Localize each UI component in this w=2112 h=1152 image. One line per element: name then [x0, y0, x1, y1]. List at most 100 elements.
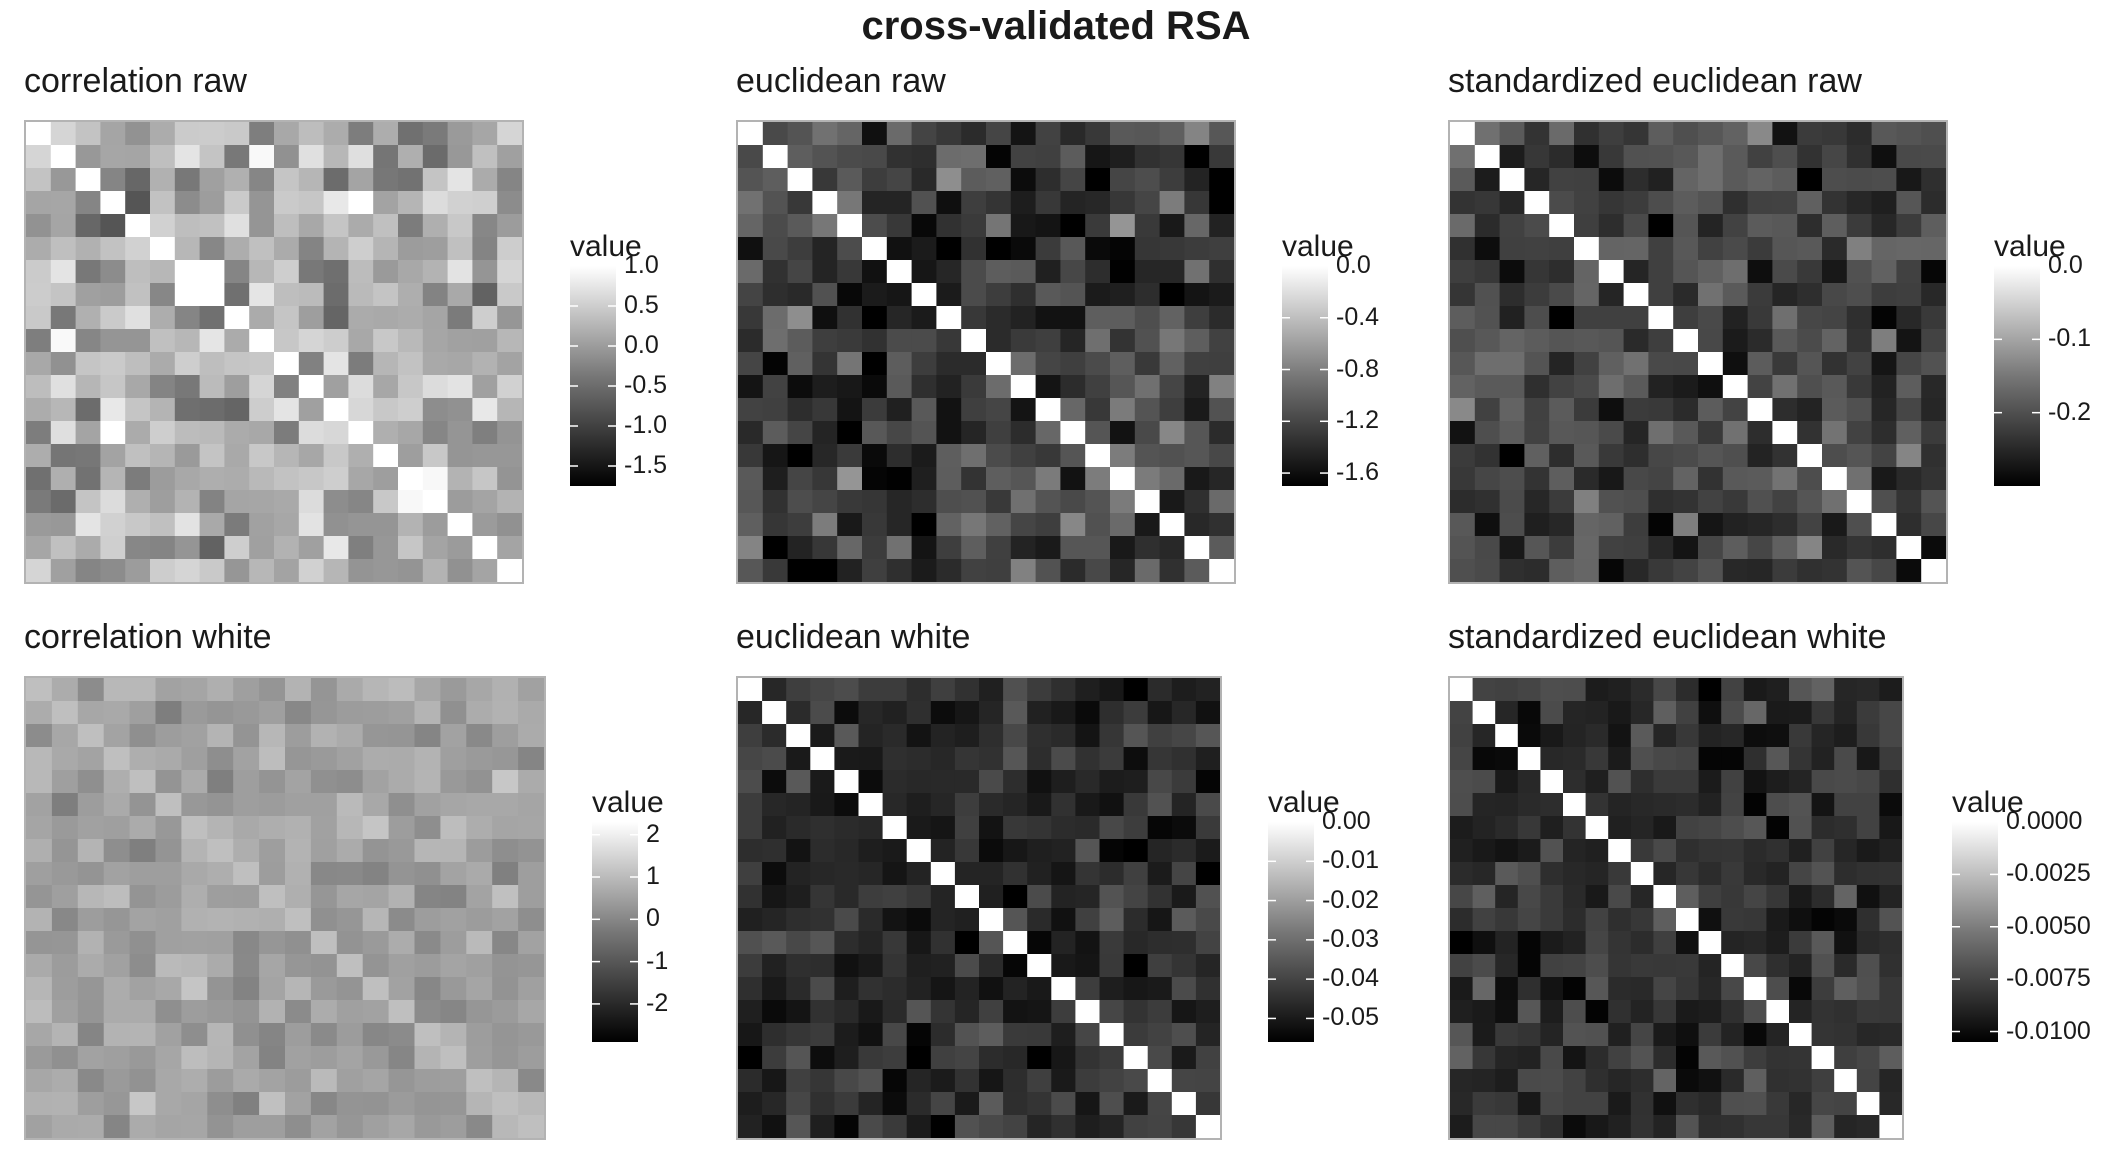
- heatmap-cell: [1147, 678, 1173, 702]
- heatmap-cell: [26, 306, 52, 330]
- heatmap-cell: [129, 977, 157, 1001]
- heatmap-cell: [1722, 375, 1749, 399]
- heatmap-cell: [1879, 931, 1902, 955]
- heatmap-cell: [100, 145, 126, 169]
- heatmap-cell: [373, 122, 399, 146]
- heatmap-cell: [1495, 839, 1519, 863]
- heatmap-cell: [1623, 329, 1649, 353]
- heatmap-cell: [1698, 770, 1722, 794]
- heatmap-cell: [323, 375, 349, 399]
- heatmap-cell: [77, 816, 105, 840]
- heatmap-cell: [422, 214, 449, 238]
- heatmap-cell: [1721, 1046, 1745, 1070]
- heatmap-cell: [497, 122, 522, 146]
- heatmap-cell: [310, 839, 338, 863]
- heatmap-cell: [1035, 490, 1061, 514]
- heatmap-cell: [362, 678, 390, 702]
- heatmap-cell: [1524, 467, 1550, 491]
- heatmap-cell: [388, 1092, 416, 1116]
- heatmap-cell: [440, 977, 467, 1001]
- heatmap-cell: [810, 1046, 835, 1070]
- heatmap-cell: [388, 747, 416, 771]
- heatmap-cell: [882, 1000, 908, 1024]
- heatmap-cell: [1846, 214, 1873, 238]
- heatmap-cell: [100, 329, 126, 353]
- heatmap-cell: [961, 352, 987, 376]
- heatmap-cell: [310, 862, 338, 886]
- heatmap-cell: [911, 260, 937, 284]
- heatmap-cell: [362, 701, 390, 725]
- heatmap-cell: [100, 375, 126, 399]
- heatmap-cell: [1585, 908, 1609, 932]
- heatmap-cell: [77, 1000, 105, 1024]
- heatmap-cell: [1822, 421, 1848, 445]
- heatmap-cell: [1184, 536, 1210, 560]
- heatmap-cell: [858, 1115, 884, 1138]
- heatmap-cell: [1797, 375, 1823, 399]
- heatmap-cell: [1834, 678, 1858, 702]
- heatmap-cell: [1110, 398, 1136, 422]
- heatmap-cell: [224, 398, 250, 422]
- heatmap-cell: [1472, 1000, 1496, 1024]
- heatmap-cell: [911, 490, 937, 514]
- heatmap-cell: [207, 816, 234, 840]
- heatmap-cell: [1517, 1046, 1541, 1070]
- heatmap-cell: [414, 1023, 441, 1047]
- heatmap-cell: [837, 214, 863, 238]
- heatmap-cell: [1747, 191, 1773, 215]
- heatmap-cell: [259, 1092, 286, 1116]
- heatmap-cell: [1846, 490, 1873, 514]
- heatmap-cell: [1159, 421, 1185, 445]
- heatmap-cell: [1495, 977, 1519, 1001]
- heatmap-cell: [414, 1092, 441, 1116]
- heatmap-cell: [1630, 862, 1654, 886]
- heatmap-cell: [762, 283, 789, 307]
- heatmap-cell: [1766, 1092, 1790, 1116]
- heatmap-cell: [812, 329, 838, 353]
- heatmap-cell: [348, 421, 374, 445]
- heatmap-cell: [1540, 678, 1564, 702]
- heatmap-cell: [738, 977, 763, 1001]
- heatmap-cell: [1540, 1023, 1564, 1047]
- heatmap-cell: [812, 122, 838, 146]
- heatmap-cell: [129, 724, 157, 748]
- heatmap-cell: [1811, 816, 1835, 840]
- colorbar-tick-label: -0.4: [1336, 302, 1380, 331]
- heatmap-cell: [834, 862, 860, 886]
- heatmap-cell: [1027, 1023, 1052, 1047]
- heatmap-cell: [174, 352, 201, 376]
- heatmap-cell: [1209, 191, 1234, 215]
- heatmap-cell: [1517, 977, 1541, 1001]
- heatmap-cell: [1574, 329, 1600, 353]
- heatmap-cell: [1856, 678, 1880, 702]
- heatmap-cell: [1598, 283, 1625, 307]
- heatmap-cell: [810, 954, 835, 978]
- chart-title: cross-validated RSA: [861, 4, 1251, 48]
- heatmap-cell: [762, 329, 789, 353]
- heatmap-cell: [259, 1000, 286, 1024]
- heatmap-cell: [155, 816, 182, 840]
- heatmap-cell: [1209, 513, 1234, 537]
- heatmap-cell: [1549, 536, 1575, 560]
- heatmap-cell: [497, 559, 522, 582]
- heatmap-cell: [155, 954, 182, 978]
- heatmap-cell: [1811, 908, 1835, 932]
- heatmap-cell: [1027, 770, 1052, 794]
- heatmap-cell: [1722, 444, 1749, 468]
- heatmap-cell: [810, 1023, 835, 1047]
- heatmap-cell: [323, 214, 349, 238]
- heatmap-cell: [1608, 862, 1632, 886]
- heatmap-cell: [1608, 885, 1632, 909]
- heatmap-cell: [1099, 977, 1125, 1001]
- heatmap-cell: [492, 1092, 519, 1116]
- heatmap-cell: [1209, 444, 1234, 468]
- heatmap-cell: [1879, 1069, 1902, 1093]
- heatmap-cell: [518, 954, 544, 978]
- heatmap-cell: [224, 237, 250, 261]
- heatmap-cell: [1450, 862, 1474, 886]
- heatmap-cell: [1184, 145, 1210, 169]
- heatmap-cell: [762, 559, 789, 582]
- heatmap-cell: [155, 747, 182, 771]
- heatmap-cell: [1563, 793, 1587, 817]
- heatmap-cell: [174, 329, 201, 353]
